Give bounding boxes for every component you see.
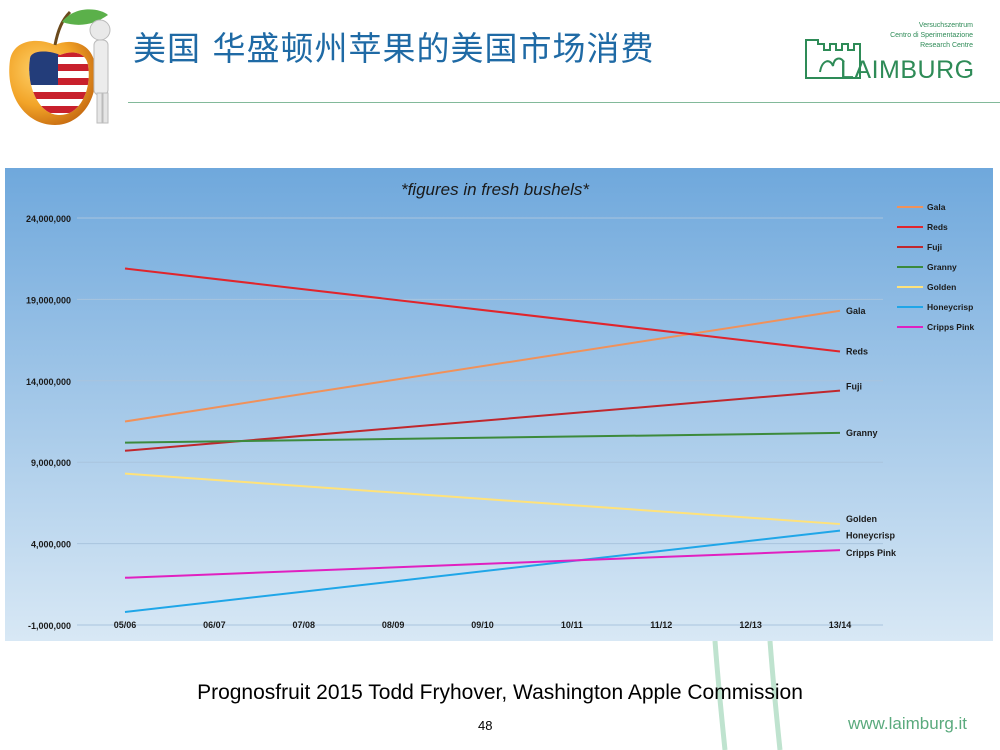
y-tick-label: -1,000,000	[28, 621, 71, 631]
page-title: 美国 华盛顿州苹果的美国市场消费	[133, 29, 655, 68]
chart-title: *figures in fresh bushels*	[401, 180, 590, 199]
header-divider	[128, 102, 1000, 103]
website-link[interactable]: www.laimburg.it	[848, 714, 968, 733]
brand-tagline-3: Research Centre	[920, 42, 973, 49]
x-tick-label: 07/08	[292, 620, 315, 630]
x-tick-label: 12/13	[739, 620, 762, 630]
consumption-line-chart: *figures in fresh bushels* -1,000,000 4,0…	[5, 168, 993, 641]
brand-tagline-2: Centro di Sperimentazione	[890, 32, 973, 39]
end-label: Fuji	[846, 382, 862, 392]
x-tick-label: 09/10	[471, 620, 494, 630]
x-tick-label: 13/14	[829, 620, 852, 630]
y-tick-label: 19,000,000	[26, 295, 71, 305]
laimburg-logo	[805, 39, 861, 79]
legend-entry: Granny	[927, 262, 957, 272]
legend-entry: Golden	[927, 282, 956, 292]
x-tick-label: 08/09	[382, 620, 405, 630]
end-label: Cripps Pink	[846, 548, 897, 558]
series-line-golden	[124, 472, 841, 526]
series-line-granny	[124, 431, 841, 444]
end-label: Granny	[846, 428, 878, 438]
y-tick-label: 9,000,000	[31, 458, 71, 468]
legend-entry: Cripps Pink	[927, 322, 975, 332]
series-line-honeycrisp	[124, 529, 841, 613]
end-label: Honeycrisp	[846, 531, 896, 541]
y-tick-label: 14,000,000	[26, 377, 71, 387]
x-tick-label: 10/11	[561, 620, 583, 630]
series-line-cripps-pink	[124, 549, 841, 579]
brand-tagline-1: Versuchszentrum	[918, 22, 973, 29]
end-label: Gala	[846, 306, 867, 316]
legend-entry: Reds	[927, 222, 948, 232]
x-tick-label: 11/12	[650, 620, 672, 630]
x-tick-label: 05/06	[114, 620, 137, 630]
decorative-stems	[712, 641, 783, 750]
page-number: 48	[478, 718, 493, 733]
end-label: Golden	[846, 514, 877, 524]
usa-apple-logo	[9, 9, 111, 126]
y-tick-label: 4,000,000	[31, 540, 71, 550]
source-citation: Prognosfruit 2015 Todd Fryhover, Washing…	[197, 681, 803, 704]
chart-background	[5, 168, 993, 641]
x-tick-label: 06/07	[203, 620, 226, 630]
series-line-reds	[124, 267, 841, 353]
brand-name: LAIMBURG	[840, 56, 975, 84]
legend-entry: Gala	[927, 202, 946, 212]
legend-entry: Fuji	[927, 242, 942, 252]
y-tick-label: 24,000,000	[26, 214, 71, 224]
series-line-gala	[124, 309, 841, 423]
end-label: Reds	[846, 346, 868, 356]
legend-entry: Honeycrisp	[927, 302, 973, 312]
